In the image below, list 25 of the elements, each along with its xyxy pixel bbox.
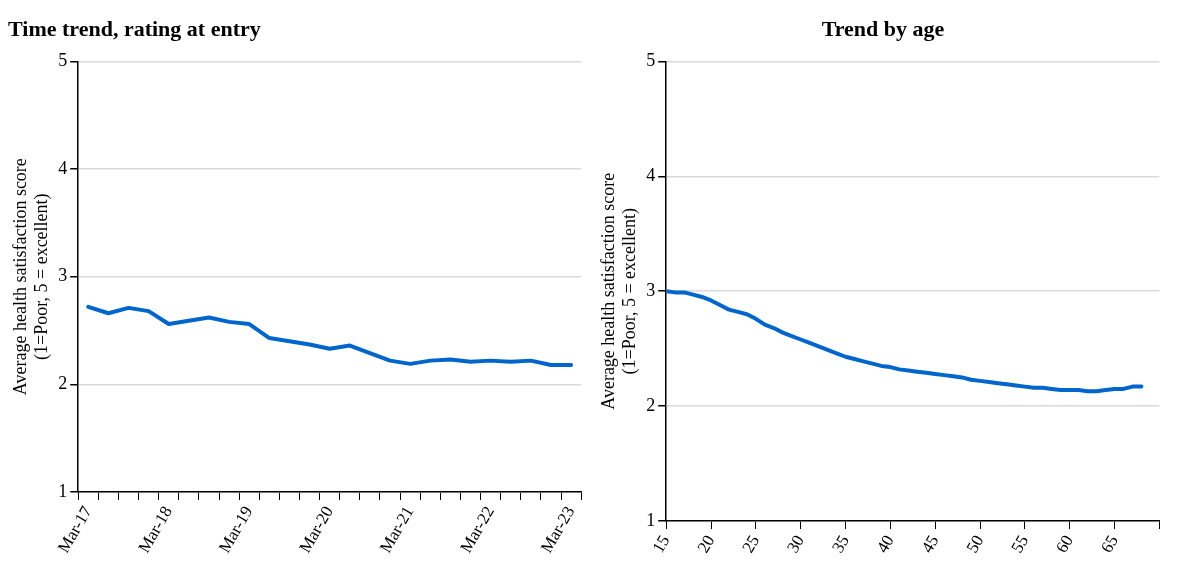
- x-tick-label: 50: [962, 531, 988, 557]
- x-tick-label: 15: [648, 531, 674, 557]
- x-tick-label: 35: [827, 531, 853, 557]
- y-tick-label: 3: [646, 279, 656, 300]
- x-tick-label: 60: [1052, 531, 1078, 557]
- x-tick-label: 45: [917, 531, 943, 557]
- x-tick-label: 20: [693, 531, 719, 557]
- y-tick-label: 1: [646, 509, 656, 530]
- y-axis-title: Average health satisfaction score (1=Poor, 5 = excellent): [597, 172, 641, 410]
- y-tick-label: 2: [58, 373, 68, 394]
- y-tick-label: 2: [646, 394, 656, 415]
- x-tick-label: 25: [738, 531, 764, 557]
- chart-title: Trend by age: [821, 15, 945, 41]
- y-tick-label: 5: [58, 50, 68, 71]
- y-tick-label: 3: [58, 265, 68, 286]
- x-tick-label: 30: [783, 531, 809, 557]
- y-axis-title: Average health satisfaction score (1=Poor, 5 = excellent): [9, 158, 53, 396]
- chart-title: Time trend, rating at entry: [8, 15, 261, 41]
- y-tick-label: 5: [646, 50, 656, 71]
- y-tick-label: 4: [646, 165, 656, 186]
- x-tick-label: 40: [872, 531, 898, 557]
- x-tick-label: 65: [1096, 531, 1122, 557]
- y-tick-label: 4: [58, 157, 68, 178]
- x-tick-label: 55: [1007, 531, 1033, 557]
- y-tick-label: 1: [58, 480, 68, 501]
